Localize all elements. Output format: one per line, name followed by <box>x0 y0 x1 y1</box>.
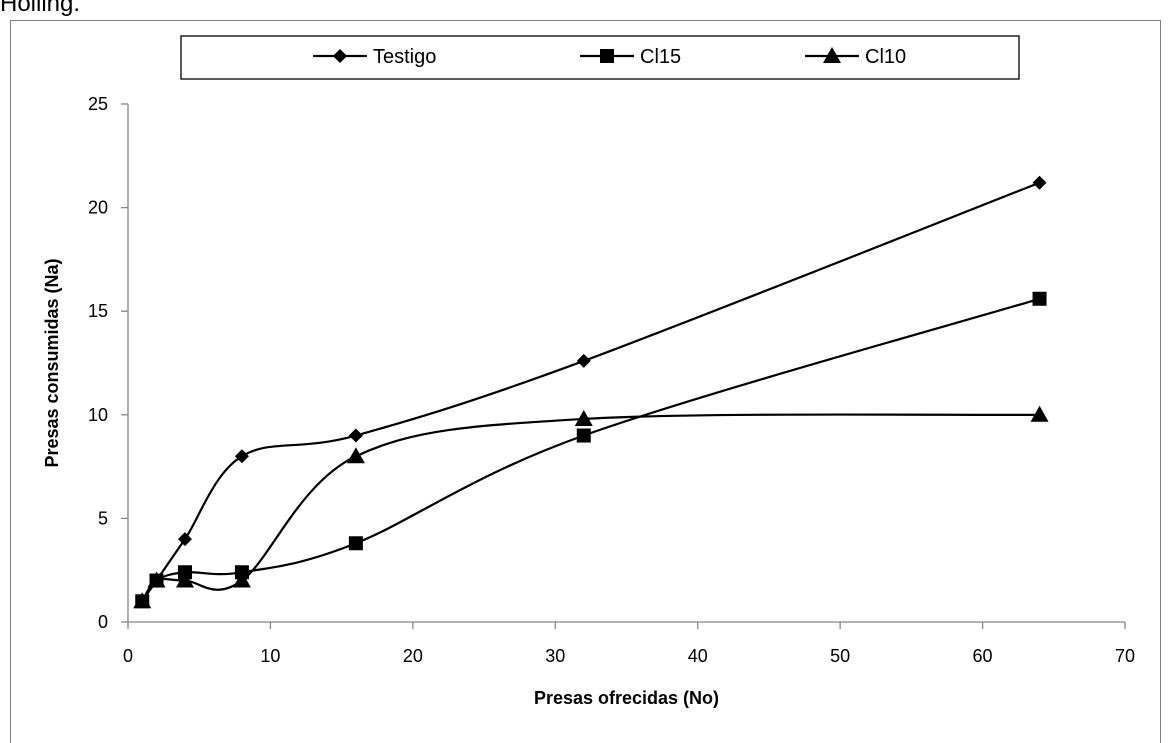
y-tick-label: 15 <box>88 301 108 321</box>
data-point-cl10 <box>574 409 593 426</box>
data-point-testigo <box>348 428 363 443</box>
legend-marker-testigo <box>333 49 347 63</box>
legend: Testigo Cl15 Cl10 <box>180 35 1020 80</box>
data-point-testigo <box>177 532 192 547</box>
y-tick-label: 0 <box>98 612 108 632</box>
legend-label-testigo: Testigo <box>373 46 436 68</box>
axes: 0 10 20 30 40 50 60 70 0 5 10 15 20 25 <box>88 94 1135 666</box>
x-tick-label: 60 <box>973 646 993 666</box>
data-point-cl10 <box>147 571 166 588</box>
series-line-cl10 <box>141 413 1040 602</box>
series-markers <box>133 175 1049 609</box>
y-tick-label: 10 <box>88 405 108 425</box>
legend-marker-cl10 <box>823 47 841 63</box>
data-point-cl10 <box>232 571 251 588</box>
data-point-cl10 <box>133 592 152 609</box>
legend-label-cl15: Cl15 <box>640 46 681 68</box>
x-tick-label: 10 <box>260 646 280 666</box>
x-tick-label: 40 <box>688 646 708 666</box>
figure-caption: Holling. <box>0 0 81 17</box>
data-point-cl10 <box>1030 405 1049 422</box>
data-point-cl15 <box>348 536 363 551</box>
series-lines <box>141 181 1040 602</box>
legend-marker-cl15 <box>600 49 614 63</box>
data-point-cl10 <box>346 447 365 464</box>
series-line-testigo <box>141 181 1040 602</box>
chart-frame <box>10 20 1161 743</box>
data-point-testigo <box>1032 175 1047 190</box>
data-point-cl15 <box>1032 291 1047 306</box>
x-tick-label: 50 <box>830 646 850 666</box>
y-axis-title: Presas consumidas (Na) <box>42 258 62 467</box>
series-line-cl15 <box>141 297 1040 602</box>
x-tick-label: 30 <box>545 646 565 666</box>
data-point-testigo <box>576 353 591 368</box>
y-tick-label: 5 <box>98 508 108 528</box>
x-axis-title: Presas ofrecidas (No) <box>534 688 719 708</box>
x-tick-label: 70 <box>1115 646 1135 666</box>
y-tick-label: 20 <box>88 198 108 218</box>
data-point-testigo <box>234 449 249 464</box>
legend-label-cl10: Cl10 <box>865 46 906 68</box>
x-tick-label: 20 <box>403 646 423 666</box>
data-point-cl10 <box>175 571 194 588</box>
y-tick-label: 25 <box>88 94 108 114</box>
data-point-cl15 <box>576 428 591 443</box>
x-tick-label: 0 <box>123 646 133 666</box>
